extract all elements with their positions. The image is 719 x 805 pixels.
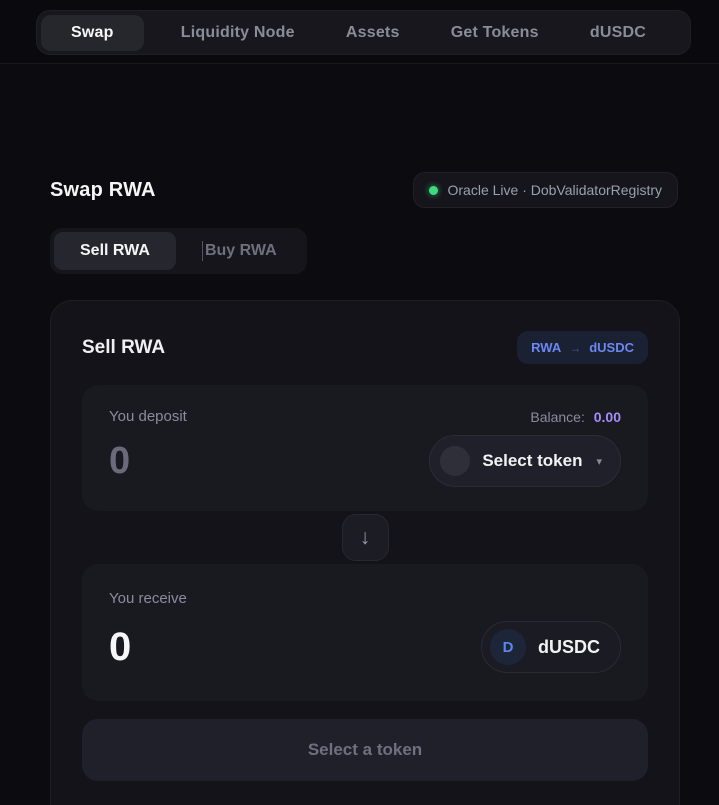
chevron-down-icon: ▾ — [596, 455, 602, 468]
select-a-token-button[interactable]: Select a token — [82, 719, 648, 781]
top-nav: Swap Liquidity Node Assets Get Tokens dU… — [0, 0, 719, 64]
deposit-amount-input[interactable]: 0 — [109, 440, 131, 482]
swap-arrow-row: ↓ — [82, 511, 648, 564]
nav-tab-dusdc[interactable]: dUSDC — [589, 23, 646, 41]
oracle-status-badge: Oracle Live · DobValidatorRegistry — [412, 172, 678, 208]
nav-tab-get-tokens[interactable]: Get Tokens — [450, 23, 539, 41]
tab-buy-rwa[interactable]: Buy RWA — [204, 242, 277, 259]
nav-tabs-container: Swap Liquidity Node Assets Get Tokens dU… — [36, 10, 691, 55]
live-status-dot-icon — [428, 185, 438, 195]
direction-to-token: dUSDC — [589, 340, 634, 355]
balance-label: Balance: — [530, 408, 585, 425]
swap-card: Sell RWA RWA → dUSDC You deposit Balance… — [50, 300, 680, 805]
select-token-button[interactable]: Select token ▾ — [429, 435, 621, 487]
receive-amount-value: 0 — [109, 625, 132, 669]
oracle-status-text: Oracle Live · DobValidatorRegistry — [447, 182, 663, 198]
right-arrow-icon: → — [569, 340, 582, 355]
tab-sell-rwa[interactable]: Sell RWA — [54, 232, 176, 270]
receive-token-symbol: dUSDC — [538, 636, 600, 657]
nav-tab-swap[interactable]: Swap — [41, 14, 144, 51]
token-placeholder-icon — [440, 446, 471, 476]
dusdc-token-icon: D — [490, 629, 526, 665]
swap-direction-button[interactable]: ↓ — [341, 514, 389, 561]
toggle-divider — [201, 241, 203, 261]
nav-tab-liquidity-node[interactable]: Liquidity Node — [180, 23, 295, 41]
receive-label: You receive — [109, 590, 187, 607]
deposit-balance: Balance: 0.00 — [530, 409, 621, 425]
receive-panel: You receive 0 D dUSDC — [82, 564, 648, 701]
deposit-label: You deposit — [109, 408, 187, 425]
receive-token-pill[interactable]: D dUSDC — [481, 621, 621, 673]
select-token-label: Select token — [482, 451, 583, 470]
swap-card-header: Sell RWA RWA → dUSDC — [82, 331, 648, 364]
swap-direction-badge: RWA → dUSDC — [517, 331, 648, 364]
nav-tab-assets[interactable]: Assets — [345, 23, 400, 41]
page-title: Swap RWA — [50, 178, 156, 201]
down-arrow-icon: ↓ — [359, 525, 371, 549]
direction-from-token: RWA — [531, 340, 562, 355]
page-content: Swap RWA Oracle Live · DobValidatorRegis… — [0, 172, 719, 805]
sell-buy-toggle: Sell RWA Buy RWA — [50, 228, 307, 274]
deposit-panel: You deposit Balance: 0.00 0 Select token… — [82, 385, 648, 511]
balance-value: 0.00 — [593, 408, 621, 425]
page-header: Swap RWA Oracle Live · DobValidatorRegis… — [50, 172, 680, 208]
swap-card-title: Sell RWA — [82, 336, 166, 358]
